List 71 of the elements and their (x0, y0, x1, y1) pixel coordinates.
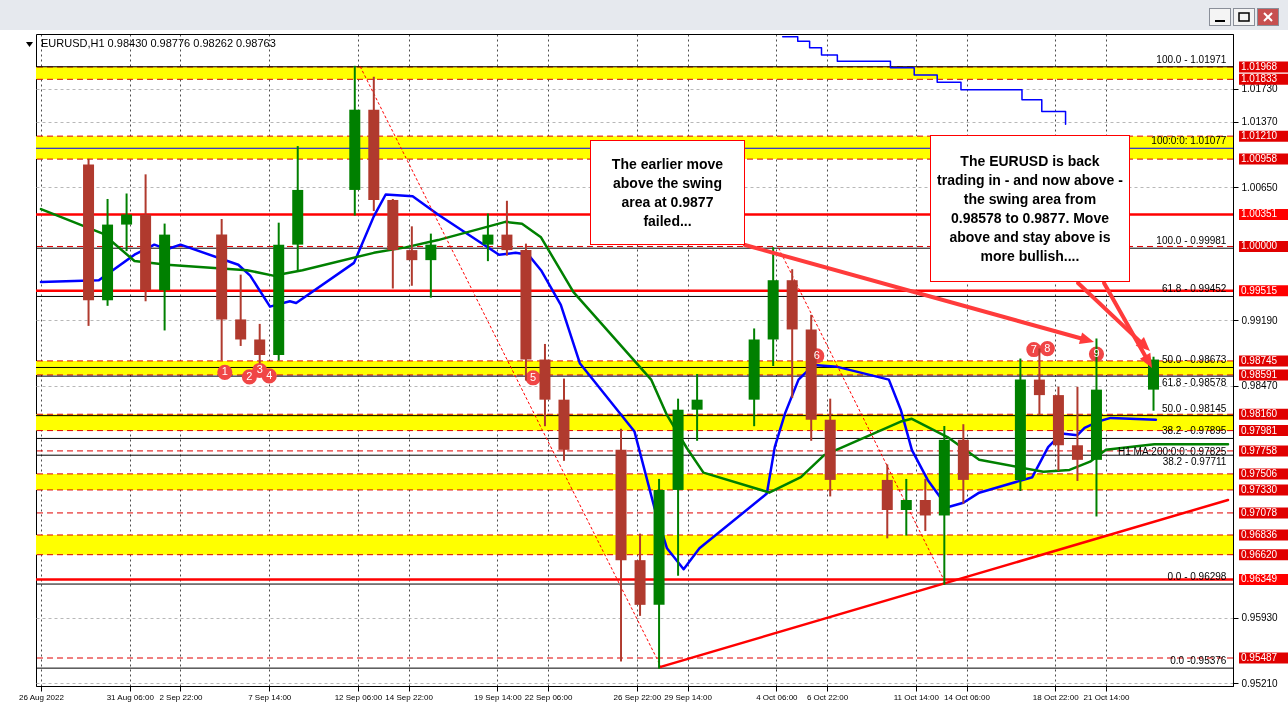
x-tick-label: 19 Sep 14:00 (474, 692, 523, 702)
chart-title: EURUSD,H1 0.98430 0.98776 0.98262 0.98763 (41, 37, 276, 49)
annotation: 61.8 - 0.98578 (1161, 377, 1227, 389)
candlestick (1071, 386, 1083, 481)
annotation: 3 (256, 363, 263, 376)
x-tick-label: 6 Oct 22:00 (806, 692, 849, 702)
ref-line-label: 0.99515 (1241, 284, 1278, 296)
y-tick-label: 1.01730 (1241, 83, 1279, 95)
x-tick-label: 4 Oct 06:00 (756, 692, 799, 702)
x-tick-label: 14 Sep 22:00 (385, 692, 434, 702)
ref-line-label: 1.01833 (1241, 73, 1278, 85)
annotation: 1 (221, 365, 228, 378)
annotation: 100.0 - 0.99981 (1156, 235, 1227, 247)
ref-line-label: 1.00958 (1241, 153, 1278, 165)
ref-line-label: 0.97981 (1241, 424, 1278, 436)
candlestick (121, 193, 133, 252)
annotation: 4 (266, 368, 273, 381)
annotation: 7 (1030, 342, 1037, 355)
x-tick-label: 18 Oct 22:00 (1032, 692, 1080, 702)
annotation: 38.2 - 0.97711 (1162, 456, 1227, 468)
candlestick (425, 233, 437, 298)
annotation: 0.0 -0.95376 (1170, 655, 1227, 667)
annotation: 2 (246, 369, 253, 382)
y-tick-label: 0.95930 (1241, 612, 1279, 624)
y-tick-label: 0.98470 (1241, 380, 1279, 392)
candlestick (235, 274, 247, 346)
ref-line-label: 1.00351 (1241, 208, 1278, 220)
annotation: 8 (1044, 341, 1051, 354)
ref-line-label: 0.97758 (1241, 444, 1278, 456)
x-tick-label: 29 Sep 14:00 (664, 692, 713, 702)
ref-line-label: 0.97078 (1241, 506, 1278, 518)
x-tick-label: 14 Oct 06:00 (944, 692, 991, 702)
y-tick-label: 1.01370 (1241, 116, 1279, 128)
text-box: The earlier move above the swing area at 0.9877 failed... (590, 140, 745, 245)
x-tick-label: 26 Aug 2022 (19, 692, 65, 702)
candlestick (406, 226, 418, 286)
ref-line-label: 1.01968 (1241, 61, 1278, 73)
ref-line-label: 0.98591 (1241, 368, 1278, 380)
candlestick (501, 200, 513, 256)
annotation: 50.0 - 0.98145 (1161, 402, 1227, 414)
ref-line-label: 0.96349 (1241, 573, 1278, 585)
candlestick (482, 213, 494, 262)
annotation: 6 (813, 348, 820, 361)
x-tick-label: 31 Aug 06:00 (106, 692, 155, 702)
x-tick-label: 21 Oct 14:00 (1083, 692, 1130, 702)
y-tick-label: 1.00650 (1241, 181, 1279, 193)
x-tick-label: 26 Sep 22:00 (613, 692, 662, 702)
candlestick (691, 374, 703, 441)
ref-line-label: 1.00000 (1241, 240, 1278, 252)
ref-line-label: 0.96620 (1241, 548, 1278, 560)
ref-line-label: 0.97506 (1241, 467, 1278, 479)
candlestick (900, 478, 912, 536)
candlestick (919, 478, 931, 532)
text-box: The EURUSD is back trading in - and now above - the swing area from 0.98578 to 0.9877. Move above and stay above is more bullish.... (930, 135, 1130, 282)
ref-line-label: 1.01210 (1241, 130, 1278, 142)
annotation: 9 (1093, 347, 1100, 360)
x-tick-label: 11 Oct 14:00 (893, 692, 940, 702)
x-tick-label: 7 Sep 14:00 (248, 692, 292, 702)
annotation: 100:0:0: 1.01077 (1151, 135, 1227, 147)
ref-line-label: 0.96836 (1241, 528, 1278, 540)
ref-line-label: 0.98160 (1241, 408, 1278, 420)
ref-line-label: 0.97330 (1241, 483, 1278, 495)
ref-line-label: 0.98745 (1241, 354, 1278, 366)
x-tick-label: 12 Sep 06:00 (334, 692, 383, 702)
x-tick-label: 2 Sep 22:00 (159, 692, 204, 702)
x-tick-label: 22 Sep 06:00 (524, 692, 573, 702)
ref-line-label: 0.95487 (1241, 652, 1278, 664)
annotation: 100.0 - 1.01971 (1156, 53, 1227, 65)
y-tick-label: 0.99190 (1241, 314, 1279, 326)
y-tick-label: 0.95210 (1241, 677, 1279, 689)
annotation: 5 (530, 370, 537, 383)
